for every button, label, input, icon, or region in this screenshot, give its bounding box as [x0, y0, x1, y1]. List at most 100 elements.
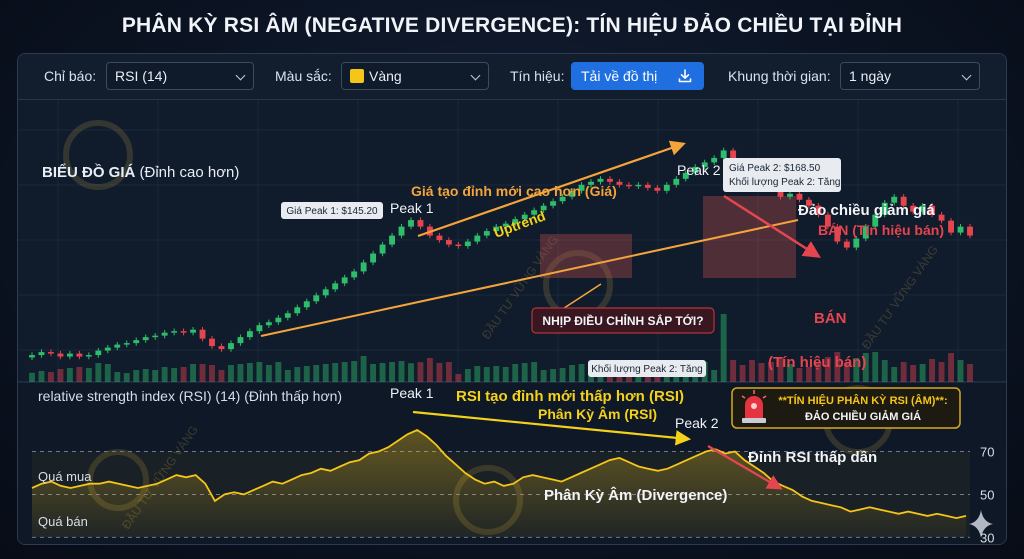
- candle: [796, 193, 803, 200]
- peak2-price-tooltip: [723, 158, 841, 192]
- candle: [322, 289, 329, 296]
- sell-signal-sub: (Tín hiệu bán): [768, 354, 866, 371]
- volume-bar: [436, 363, 443, 382]
- volume-bar: [739, 365, 746, 382]
- volume-bar: [199, 364, 206, 382]
- candle: [521, 214, 528, 220]
- candle: [635, 184, 642, 187]
- volume-bar: [938, 362, 945, 382]
- candle: [834, 226, 841, 242]
- candle: [142, 337, 149, 341]
- volume-bar: [265, 365, 272, 382]
- candle: [862, 226, 869, 239]
- volume-bar: [815, 362, 822, 382]
- volume-bar: [171, 368, 178, 382]
- uptrend-line: [260, 219, 799, 337]
- sparkle-icon: [969, 510, 993, 538]
- candle: [161, 332, 168, 336]
- volume-bar: [389, 362, 395, 382]
- volume-bar: [569, 365, 575, 382]
- indicator-value: RSI (14): [115, 68, 168, 84]
- indicator-select[interactable]: RSI (14): [106, 62, 254, 90]
- rsi-panel-title: relative strength index (RSI) (14) (Đỉnh…: [38, 388, 342, 404]
- chart-area[interactable]: ĐẦU TƯ VỮNG VÀNG ĐẦU TƯ VỮNG VÀNG ĐẦU TƯ…: [18, 100, 1007, 545]
- candle: [493, 226, 500, 232]
- volume-bar: [114, 372, 121, 382]
- download-chart-button[interactable]: Tải về đồ thị: [571, 62, 704, 90]
- volume-bar: [294, 367, 301, 382]
- volume-bar: [910, 365, 917, 382]
- volume-bar: [531, 362, 538, 382]
- volume-bar: [768, 362, 774, 382]
- volume-bar: [862, 353, 869, 382]
- consolidation-zone: [540, 234, 632, 278]
- reversal-title: Đảo chiều giảm giá: [798, 202, 935, 219]
- volume-bar: [834, 352, 841, 382]
- volume-bar: [142, 369, 149, 382]
- volume-bar: [711, 370, 718, 382]
- volume-bar: [341, 362, 348, 382]
- candle: [341, 277, 348, 284]
- timeframe-select[interactable]: 1 ngày: [840, 62, 980, 90]
- signal-label: Tín hiệu:: [510, 68, 565, 84]
- candle: [417, 220, 424, 227]
- divergence-small: Phân Kỳ Âm (RSI): [538, 405, 657, 422]
- higher-high-note: Giá tạo đỉnh mới cao hơn (Giá): [411, 183, 617, 199]
- candle: [607, 178, 613, 182]
- candle: [294, 307, 301, 314]
- candle: [805, 199, 812, 206]
- volume-bar: [796, 368, 803, 382]
- rsi-area: [32, 430, 966, 538]
- download-icon: [678, 69, 692, 83]
- candle: [351, 271, 358, 278]
- candle: [682, 172, 689, 179]
- volume-bar: [57, 369, 64, 382]
- candle: [171, 331, 178, 333]
- volume-bar: [398, 361, 405, 382]
- volume-bar: [256, 362, 263, 382]
- volume-bar: [512, 364, 519, 382]
- candle: [910, 205, 917, 212]
- candle: [29, 355, 35, 358]
- peak1-price-tooltip: [281, 202, 383, 219]
- candle: [919, 205, 926, 212]
- candle: [218, 346, 225, 350]
- volume-bar: [351, 361, 358, 382]
- volume-tooltip-text: Khối lượng Peak 2: Tăng: [591, 363, 702, 375]
- volume-bar: [246, 363, 253, 382]
- candle: [663, 184, 670, 191]
- candle: [815, 205, 822, 215]
- candle: [379, 244, 386, 254]
- candle: [408, 220, 414, 227]
- candle: [389, 235, 395, 245]
- candle: [332, 283, 339, 290]
- candle: [246, 331, 253, 338]
- candle: [777, 187, 784, 197]
- volume-bar: [758, 363, 765, 382]
- candle: [550, 201, 557, 206]
- color-select[interactable]: Vàng: [341, 62, 489, 90]
- candle: [597, 178, 604, 182]
- candle: [95, 350, 102, 356]
- volume-bar: [843, 363, 850, 382]
- candle: [265, 322, 272, 326]
- candle: [48, 352, 54, 354]
- volume-bar: [872, 352, 879, 382]
- volume-bar: [161, 367, 168, 382]
- volume-bar: [303, 366, 310, 382]
- candle: [588, 181, 594, 185]
- candle: [199, 329, 206, 339]
- volume-bar: [29, 372, 35, 382]
- volume-tooltip: [588, 360, 706, 377]
- volume-bar: [730, 360, 737, 382]
- alert-line1: **TÍN HIỆU PHÂN KỲ RSI (ÂM)**:: [778, 394, 947, 407]
- candle: [824, 214, 831, 227]
- candle: [66, 353, 73, 357]
- candle: [730, 150, 737, 161]
- candle: [502, 223, 509, 227]
- candle: [569, 190, 575, 197]
- rsi-line[interactable]: [31, 428, 967, 520]
- correction-note: NHỊP ĐIỀU CHỈNH SẮP TỚI?: [542, 313, 703, 328]
- peak1-label: Peak 1: [390, 200, 434, 216]
- volume-bar: [777, 357, 784, 382]
